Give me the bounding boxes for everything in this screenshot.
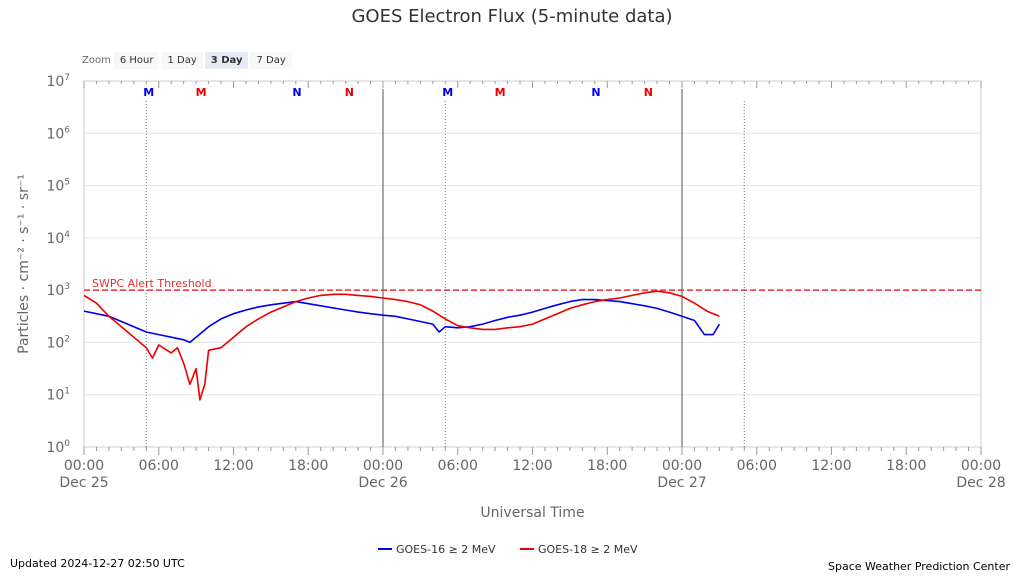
x-tick-date-label: Dec 26 — [358, 475, 407, 491]
x-axis-title: Universal Time — [480, 505, 584, 521]
x-tick-time-label: 18:00 — [587, 458, 627, 474]
legend-goes16-label: GOES-16 ≥ 2 MeV — [396, 543, 496, 556]
flux-marker-label: M — [196, 86, 207, 99]
x-tick-time-label: 12:00 — [512, 458, 552, 474]
plot-area — [83, 80, 982, 448]
y-tick-label: 106 — [46, 125, 70, 142]
x-tick-time-label: 00:00 — [961, 458, 1001, 474]
x-tick-time-label: 18:00 — [288, 458, 328, 474]
y-tick-label: 107 — [46, 73, 70, 90]
zoom-3day-button[interactable]: 3 Day — [204, 51, 249, 69]
y-axis-title: Particles · cm⁻² · s⁻¹ · sr⁻¹ — [16, 174, 32, 354]
x-tick-time-label: 06:00 — [139, 458, 179, 474]
zoom-7day-button[interactable]: 7 Day — [250, 51, 292, 69]
zoom-bar: Zoom 6 Hour 1 Day 3 Day 7 Day — [82, 51, 294, 69]
y-tick-label: 101 — [46, 387, 70, 404]
x-tick-date-label: Dec 28 — [956, 475, 1005, 491]
flux-marker-label: N — [644, 86, 653, 99]
x-tick-time-label: 00:00 — [363, 458, 403, 474]
x-tick-time-label: 18:00 — [886, 458, 926, 474]
chart-title: GOES Electron Flux (5-minute data) — [351, 6, 673, 27]
x-tick-time-label: 06:00 — [438, 458, 478, 474]
x-tick-time-label: 06:00 — [737, 458, 777, 474]
x-tick-time-label: 12:00 — [811, 458, 851, 474]
y-tick-label: 103 — [46, 282, 70, 299]
zoom-1day-button[interactable]: 1 Day — [161, 51, 203, 69]
x-tick-date-label: Dec 27 — [657, 475, 706, 491]
y-tick-label: 102 — [46, 334, 70, 351]
alert-threshold-label: SWPC Alert Threshold — [92, 277, 212, 290]
credit-text: Space Weather Prediction Center — [828, 560, 1010, 573]
flux-marker-label: M — [495, 86, 506, 99]
x-tick-date-label: Dec 25 — [59, 475, 108, 491]
goes18-series-line — [83, 290, 720, 401]
flux-marker-label: M — [442, 86, 453, 99]
flux-marker-label: N — [345, 86, 354, 99]
flux-marker-label: N — [591, 86, 600, 99]
legend-goes18-label: GOES-18 ≥ 2 MeV — [538, 543, 638, 556]
goes16-series-line — [83, 298, 721, 344]
flux-marker-label: M — [143, 86, 154, 99]
updated-timestamp: Updated 2024-12-27 02:50 UTC — [10, 557, 185, 570]
y-tick-label: 100 — [46, 439, 70, 456]
x-tick-time-label: 12:00 — [213, 458, 253, 474]
x-tick-time-label: 00:00 — [662, 458, 702, 474]
y-tick-label: 105 — [46, 178, 70, 195]
zoom-label: Zoom — [82, 54, 111, 66]
flux-marker-label: N — [292, 86, 301, 99]
x-tick-time-label: 00:00 — [64, 458, 104, 474]
y-tick-label: 104 — [46, 230, 70, 247]
zoom-6hour-button[interactable]: 6 Hour — [113, 51, 160, 69]
